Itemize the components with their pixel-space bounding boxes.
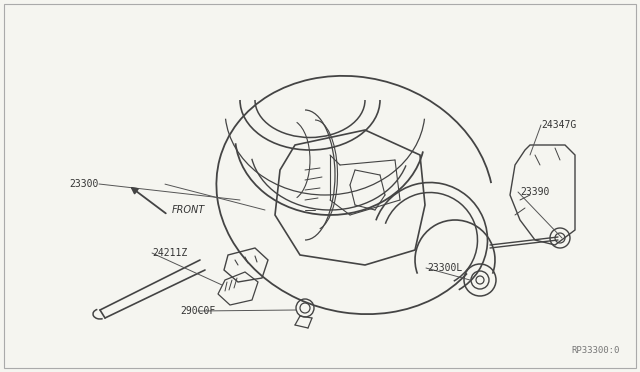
Text: 24347G: 24347G (541, 120, 576, 130)
Text: 24211Z: 24211Z (152, 248, 188, 258)
Text: 290C0F: 290C0F (180, 306, 216, 316)
Text: FRONT: FRONT (172, 205, 205, 215)
Text: 23390: 23390 (520, 187, 549, 197)
Text: 23300L: 23300L (427, 263, 462, 273)
Text: RP33300:0: RP33300:0 (572, 346, 620, 355)
Text: 23300: 23300 (70, 179, 99, 189)
